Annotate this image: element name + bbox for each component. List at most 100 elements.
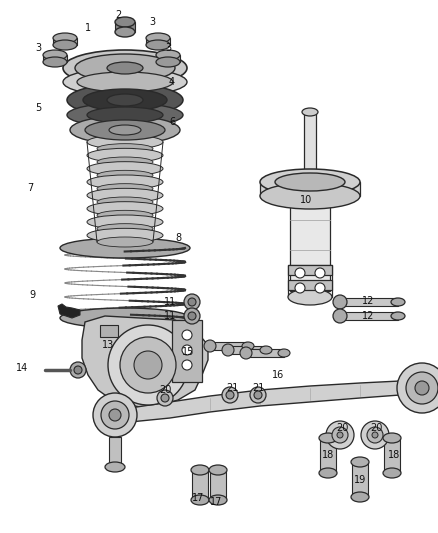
Bar [246,349,284,357]
Text: 1: 1 [85,23,91,33]
Ellipse shape [191,495,209,505]
Circle shape [184,294,200,310]
Ellipse shape [75,54,175,82]
Bar [115,22,135,32]
Ellipse shape [156,57,180,67]
Ellipse shape [97,184,153,193]
Ellipse shape [87,188,163,203]
Ellipse shape [53,33,77,43]
Circle shape [182,360,192,370]
Circle shape [93,393,137,437]
Bar [290,196,330,291]
Text: 11: 11 [164,311,176,321]
Ellipse shape [391,312,405,320]
Circle shape [415,381,429,395]
Circle shape [295,268,305,278]
Bar [228,346,266,354]
Circle shape [120,337,176,393]
Ellipse shape [63,68,187,96]
Circle shape [315,268,325,278]
Ellipse shape [97,197,153,207]
Ellipse shape [85,120,165,140]
Circle shape [182,330,192,340]
Ellipse shape [87,161,163,176]
Bar [288,280,332,290]
Polygon shape [130,381,420,422]
Circle shape [333,309,347,323]
Ellipse shape [156,50,180,60]
Circle shape [182,345,192,355]
Text: 15: 15 [182,347,194,357]
Circle shape [332,427,348,443]
Text: 11: 11 [164,297,176,307]
Bar [100,325,118,337]
Ellipse shape [146,40,170,50]
Circle shape [361,421,389,449]
Ellipse shape [105,462,125,472]
Ellipse shape [351,492,369,502]
Polygon shape [58,304,80,318]
Ellipse shape [278,349,290,357]
Ellipse shape [70,116,180,144]
Ellipse shape [63,50,187,86]
Ellipse shape [191,465,209,475]
Ellipse shape [260,346,272,354]
Bar [146,38,170,45]
Ellipse shape [53,40,77,50]
Text: 2: 2 [115,10,121,20]
Ellipse shape [383,433,401,443]
Ellipse shape [97,144,153,154]
Ellipse shape [97,211,153,220]
Ellipse shape [351,457,369,467]
Text: 14: 14 [16,363,28,373]
Bar [43,55,67,62]
Ellipse shape [209,495,227,505]
Bar [340,312,398,320]
Ellipse shape [67,84,183,116]
Bar [352,462,368,497]
Circle shape [226,391,234,399]
Ellipse shape [260,183,360,209]
Circle shape [101,401,129,429]
Ellipse shape [302,108,318,116]
Text: 5: 5 [35,103,41,113]
Ellipse shape [115,17,135,27]
Circle shape [108,325,188,405]
Bar [320,438,336,473]
Text: 7: 7 [27,183,33,193]
Text: 9: 9 [29,290,35,300]
Circle shape [184,308,200,324]
Ellipse shape [391,298,405,306]
Text: 8: 8 [175,233,181,243]
Ellipse shape [87,228,163,243]
Ellipse shape [87,201,163,216]
Text: 3: 3 [165,43,171,53]
Bar [192,470,208,500]
Bar [288,265,332,275]
Ellipse shape [109,125,141,135]
Circle shape [134,351,162,379]
Ellipse shape [319,468,337,478]
Circle shape [240,347,252,359]
Ellipse shape [87,175,163,189]
Circle shape [406,372,438,404]
Text: 12: 12 [362,296,374,306]
Ellipse shape [209,465,227,475]
Circle shape [315,283,325,293]
Text: 17: 17 [192,493,204,503]
Circle shape [337,432,343,438]
Bar [340,298,398,306]
Ellipse shape [43,50,67,60]
Circle shape [254,391,262,399]
Text: 20: 20 [370,423,382,433]
Text: 3: 3 [149,17,155,27]
Ellipse shape [83,89,167,111]
Ellipse shape [275,173,345,191]
Ellipse shape [242,342,254,350]
Ellipse shape [146,33,170,43]
Ellipse shape [87,135,163,149]
Bar [156,55,180,62]
Bar [210,342,248,350]
Ellipse shape [43,57,67,67]
Circle shape [222,344,234,356]
